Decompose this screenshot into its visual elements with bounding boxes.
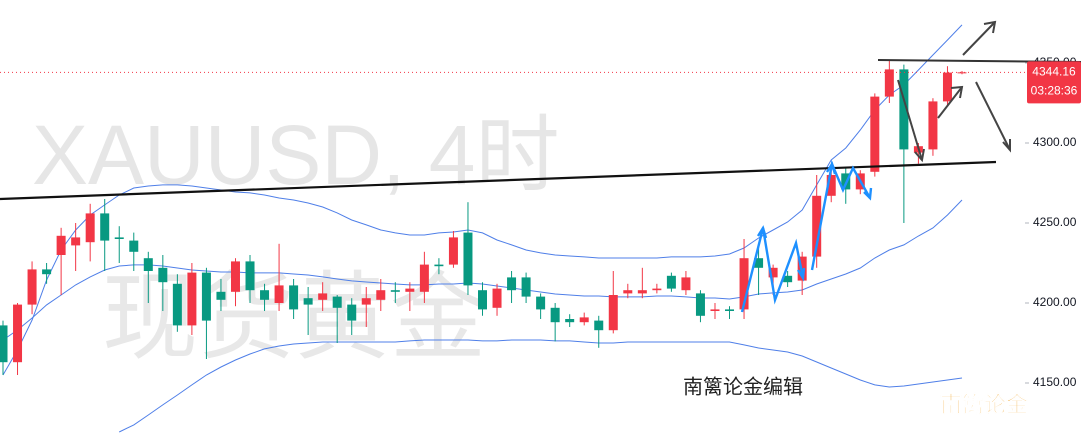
- candle-body: [478, 290, 487, 310]
- last-price-label: 4344.16: [1032, 65, 1076, 79]
- candle-body: [681, 277, 691, 291]
- candle-body: [710, 309, 720, 311]
- y-tick-label: 4150.00: [1033, 375, 1077, 389]
- watermark-symbol: XAUUSD, 4时: [32, 108, 559, 202]
- candle-body: [579, 317, 589, 323]
- candle-body: [56, 235, 66, 255]
- candle-body: [419, 264, 429, 292]
- candle-body: [216, 291, 226, 300]
- candle-body: [201, 272, 211, 321]
- candle-body: [71, 237, 81, 246]
- candle-body: [448, 237, 458, 265]
- candle-body: [318, 293, 328, 300]
- author-mark: 南篱论金: [940, 392, 1029, 417]
- candle-body: [100, 213, 110, 241]
- candle-body: [405, 288, 415, 292]
- last-price-box: [1027, 61, 1081, 104]
- candle-body: [783, 275, 793, 283]
- lower-band: [118, 339, 963, 433]
- candle-body: [666, 275, 676, 289]
- candle-body: [884, 69, 894, 97]
- candle-body: [754, 258, 764, 268]
- candle-body: [565, 319, 575, 323]
- candle-body: [826, 175, 836, 196]
- candle-body: [812, 195, 822, 257]
- candle-body: [390, 290, 400, 292]
- candle-body: [608, 295, 618, 331]
- candle-body: [521, 277, 531, 297]
- candle-body: [143, 258, 153, 271]
- candle-body: [347, 304, 357, 321]
- candle-body: [274, 285, 284, 303]
- candle-body: [536, 296, 546, 310]
- y-tick-label: 4250.00: [1033, 215, 1077, 229]
- candle-body: [434, 264, 444, 267]
- candle-body: [187, 272, 197, 326]
- candle-body: [899, 69, 909, 150]
- candle-body: [27, 269, 37, 305]
- candle-body: [870, 96, 880, 172]
- candle-body: [85, 213, 95, 243]
- candle-body: [637, 290, 647, 294]
- candle-body: [172, 283, 182, 326]
- candle-body: [695, 293, 705, 316]
- candle-body: [260, 290, 270, 300]
- candle-body: [303, 298, 313, 305]
- candle-body: [463, 232, 473, 286]
- candle-body: [652, 288, 662, 291]
- upper-band: [2, 24, 963, 376]
- candle-body: [289, 285, 299, 310]
- editor-note: 南篱论金编辑: [683, 375, 803, 398]
- candle-body: [245, 261, 255, 291]
- candle-body: [361, 298, 371, 305]
- candle-body: [129, 240, 139, 252]
- candle-body: [623, 290, 633, 294]
- candle-body: [942, 72, 952, 102]
- candle-body: [507, 277, 517, 291]
- countdown-label: 03:28:36: [1031, 84, 1078, 98]
- candle-body: [739, 258, 749, 310]
- candle-body: [928, 101, 938, 150]
- y-tick-label: 4300.00: [1033, 135, 1077, 149]
- forecast-arrows: [897, 20, 1011, 163]
- candle-body: [492, 288, 502, 308]
- candle-body: [42, 269, 52, 275]
- candle-body: [725, 309, 735, 311]
- candle-body: [13, 304, 23, 363]
- candle-body: [376, 290, 386, 300]
- y-tick-label: 4200.00: [1033, 295, 1077, 309]
- candle-body: [768, 267, 778, 278]
- wave-arrows: [740, 159, 873, 313]
- candle-body: [594, 320, 604, 331]
- candle-body: [957, 72, 967, 74]
- candle-body: [158, 267, 168, 283]
- candle-body: [332, 296, 342, 308]
- candle-body: [550, 307, 560, 323]
- candle-body: [0, 325, 8, 363]
- candle-body: [230, 261, 240, 292]
- candle-body: [114, 237, 124, 239]
